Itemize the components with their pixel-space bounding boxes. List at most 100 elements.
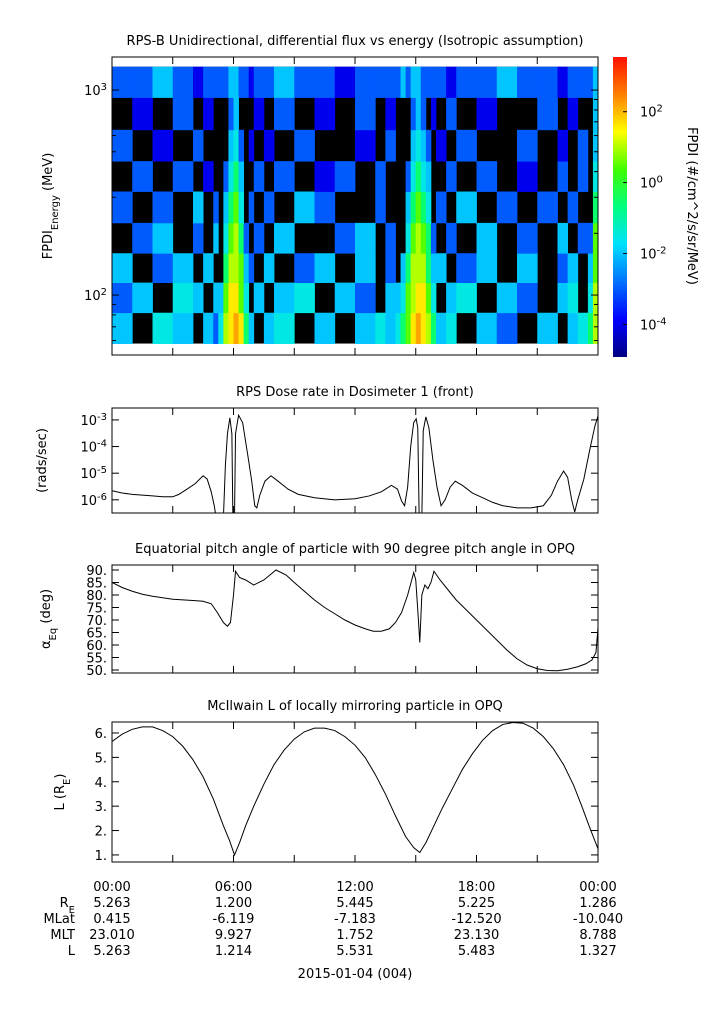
spectrogram-cell — [152, 222, 174, 254]
spectrogram-cell — [228, 191, 234, 224]
y-tick-label: 102 — [84, 287, 107, 305]
spectrogram-cell — [152, 66, 174, 98]
spectrogram-cell — [334, 161, 356, 192]
tick-label-text: 10 — [80, 414, 97, 429]
ephemeris-value: 5.483 — [458, 944, 495, 959]
spectrogram-cell — [577, 312, 589, 344]
y-tick-label: 60. — [86, 639, 107, 654]
spectrogram-cell — [233, 161, 239, 192]
spectrogram-cell — [385, 222, 396, 254]
spectrogram-cell — [223, 191, 229, 224]
ephemeris-value: 5.263 — [93, 896, 130, 911]
tick-label-text: 1. — [95, 849, 107, 864]
spectrogram-cell — [294, 129, 315, 162]
spectrogram-cell — [355, 66, 376, 98]
spectrogram-cell — [446, 282, 457, 314]
text-part: (MeV) — [41, 153, 56, 195]
spectrogram-cell — [238, 282, 245, 314]
spectrogram-cell — [375, 312, 386, 344]
x-tick-label: 00:00 — [579, 880, 616, 895]
spectrogram-cell — [430, 282, 437, 314]
spectrogram-cell — [400, 253, 407, 284]
ephemeris-value: -6.119 — [213, 912, 255, 927]
spectrogram-cell — [410, 312, 417, 344]
x-tick-label: 00:00 — [93, 880, 130, 895]
plot-area — [112, 722, 598, 857]
spectrogram-cell — [592, 66, 598, 98]
y-tick-label: 2. — [95, 825, 107, 840]
spectrogram-cell — [203, 161, 214, 192]
x-tick-label: 06:00 — [215, 880, 252, 895]
spectrogram-cell — [274, 66, 295, 98]
spectrogram-cell — [420, 161, 427, 192]
spectrogram-cell — [233, 129, 239, 162]
spectrogram-cell — [517, 161, 538, 192]
spectrogram-cell — [218, 312, 224, 344]
ephemeris-value: 5.263 — [93, 944, 130, 959]
spectrogram-cell — [248, 312, 255, 344]
spectrogram-cell — [557, 161, 569, 192]
spectrogram-cell — [476, 66, 498, 98]
tick-label-exponent: 2 — [101, 287, 107, 298]
spectrogram-cell — [430, 312, 437, 344]
spectrogram-cell — [415, 66, 422, 98]
spectrogram-cell — [334, 222, 356, 254]
tick-label-exponent: 3 — [101, 82, 107, 93]
ephemeris-value: 1.752 — [336, 928, 373, 943]
panel-title: Equatorial pitch angle of particle with … — [135, 542, 575, 557]
spectrogram-cell — [425, 312, 432, 344]
tick-label-text: 85. — [86, 577, 107, 592]
spectrogram-cell — [213, 282, 219, 314]
ephemeris-value: 5.531 — [336, 944, 373, 959]
text-part: MLT — [50, 928, 75, 943]
tick-label-text: 70. — [86, 614, 107, 629]
plot-area — [112, 569, 598, 672]
spectrogram-cell — [415, 312, 422, 344]
spectrogram-cell — [496, 66, 518, 98]
spectrogram-cell — [355, 253, 376, 284]
spectrogram-cell — [420, 66, 427, 98]
text-part: E — [62, 779, 73, 785]
y-axis-label: L (RE) — [53, 774, 73, 811]
spectrogram-cell — [456, 66, 477, 98]
spectrogram-cell — [112, 191, 133, 224]
spectrogram-cell — [425, 129, 432, 162]
spectrogram-cell — [203, 312, 214, 344]
plot-area — [112, 66, 598, 344]
y-tick-label: 10-5 — [80, 465, 107, 483]
spectrogram-cell — [263, 312, 275, 344]
ephemeris-value: -10.040 — [573, 912, 623, 927]
spectrogram-cell — [152, 191, 174, 224]
spectrogram-cell — [420, 129, 427, 162]
tick-label-text: 6. — [95, 727, 107, 742]
spectrogram-cell — [476, 222, 498, 254]
spectrogram-cell — [274, 312, 295, 344]
panel-title: RPS-B Unidirectional, differential flux … — [127, 34, 584, 49]
y-tick-label: 10-6 — [80, 491, 107, 509]
spectrogram-cell — [274, 222, 295, 254]
spectrogram-cell — [112, 129, 133, 162]
spectrogram-cell — [314, 161, 336, 192]
data-line — [112, 413, 598, 513]
spectrogram-cell — [193, 222, 204, 254]
spectrogram-cell — [425, 222, 432, 254]
text-part: FPDI — [41, 230, 56, 259]
tick-label-exponent: -2 — [657, 245, 667, 256]
spectrogram-cell — [592, 222, 598, 254]
text-part: R — [60, 896, 69, 911]
tick-label-text: 10 — [640, 318, 657, 333]
y-tick-label: 85. — [86, 577, 107, 592]
spectrogram-cell — [314, 97, 336, 131]
spectrogram-cell — [405, 222, 412, 254]
spectrogram-cell — [385, 97, 396, 131]
spectrogram-cell — [248, 66, 255, 98]
spectrogram-cell — [405, 191, 412, 224]
spectrogram-cell — [410, 253, 417, 284]
tick-label-text: 90. — [86, 564, 107, 579]
spectrogram-cell — [132, 222, 153, 254]
ephemeris-label: RE — [60, 896, 75, 916]
spectrogram-cell — [218, 66, 224, 98]
spectrogram-cell — [430, 97, 437, 131]
spectrogram-cell — [446, 312, 457, 344]
spectrogram-cell — [436, 312, 447, 344]
